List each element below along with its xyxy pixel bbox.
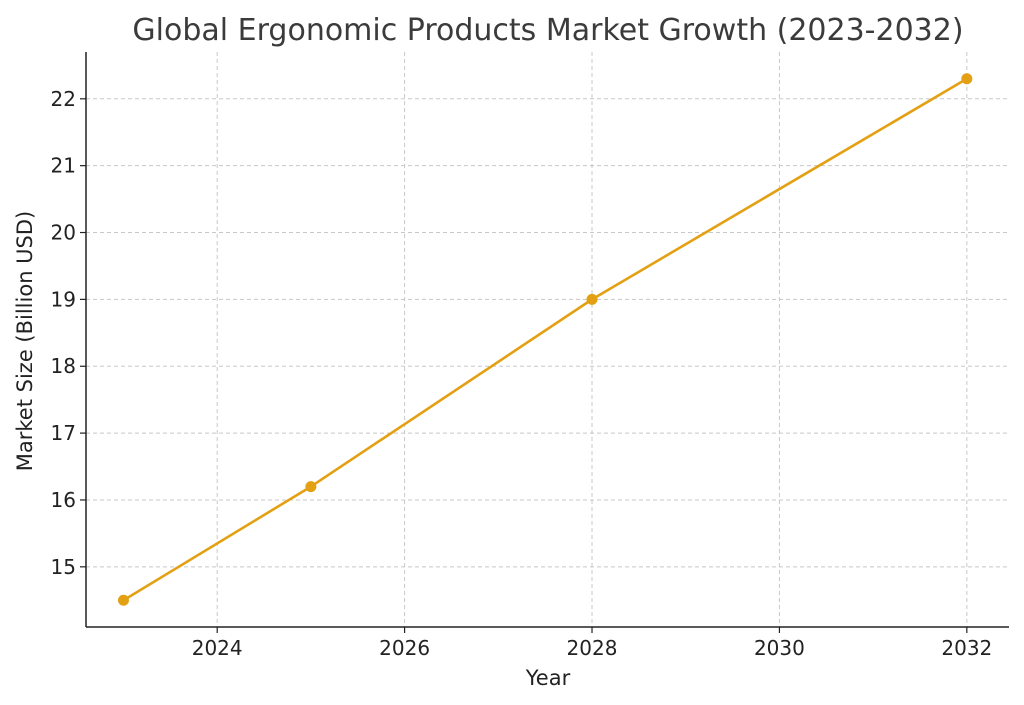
data-point-marker <box>305 481 317 493</box>
tick-labels: 2024 2026 2028 2030 2032 15 16 17 18 19 20 21 22 <box>51 87 993 660</box>
y-tick-label: 22 <box>51 87 76 111</box>
y-tick-label: 20 <box>51 221 76 245</box>
y-tick-label: 21 <box>51 154 76 178</box>
chart-title: Global Ergonomic Products Market Growth … <box>132 13 963 48</box>
x-tick-label: 2026 <box>379 636 430 660</box>
y-tick-label: 16 <box>51 488 76 512</box>
y-axis-label: Market Size (Billion USD) <box>13 211 37 471</box>
data-point-marker <box>586 293 598 305</box>
y-tick-label: 18 <box>51 354 76 378</box>
series <box>117 73 973 606</box>
x-axis-label: Year <box>525 666 571 690</box>
grid <box>86 52 1009 627</box>
y-tick-label: 15 <box>51 555 76 579</box>
axes <box>80 52 1009 633</box>
y-tick-label: 17 <box>51 421 76 445</box>
series-line <box>122 77 968 602</box>
x-tick-label: 2032 <box>941 636 992 660</box>
x-tick-label: 2030 <box>754 636 805 660</box>
data-point-marker <box>117 594 129 606</box>
data-point-marker <box>961 73 973 85</box>
y-tick-label: 19 <box>51 287 76 311</box>
x-tick-label: 2024 <box>192 636 243 660</box>
x-tick-label: 2028 <box>567 636 618 660</box>
